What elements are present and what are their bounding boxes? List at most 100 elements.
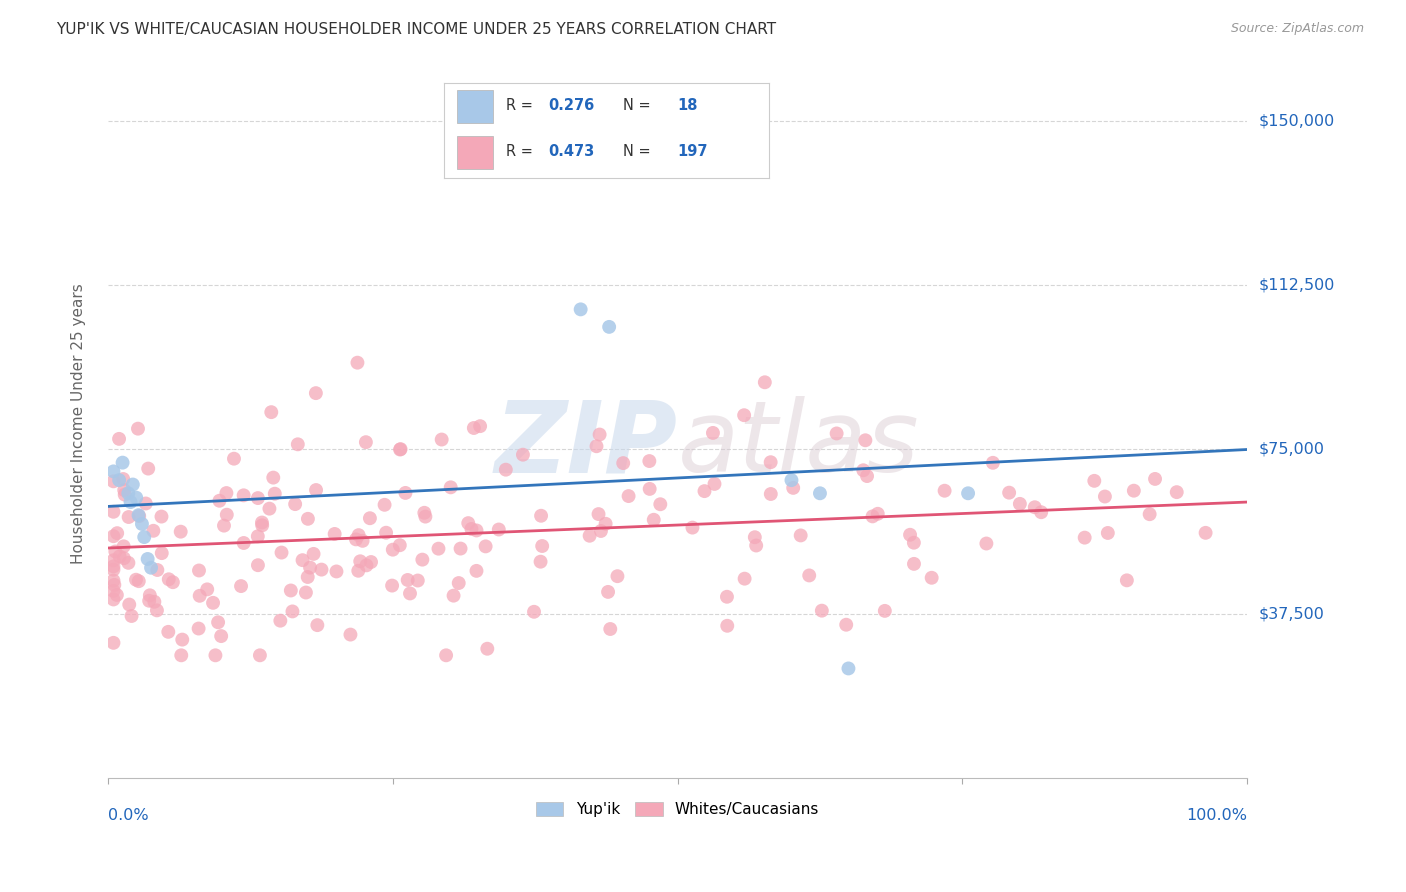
Point [188, 589, 211, 603]
Point [1194, 525, 1216, 540]
Point [430, 433, 453, 447]
Point [354, 435, 377, 450]
Point [374, 498, 396, 512]
Point [703, 476, 725, 491]
Point [998, 485, 1021, 500]
Text: 100.0%: 100.0% [1187, 808, 1247, 823]
Point [295, 585, 318, 599]
Point [360, 555, 382, 569]
Point [136, 461, 159, 475]
Y-axis label: Householder Income Under 25 years: Householder Income Under 25 years [72, 283, 86, 564]
Point [352, 533, 374, 548]
Point [612, 456, 634, 470]
Point [111, 456, 134, 470]
Point [585, 439, 607, 453]
Point [103, 574, 125, 588]
Point [606, 569, 628, 583]
Point [108, 473, 131, 487]
Point [269, 614, 291, 628]
Point [347, 564, 370, 578]
Point [898, 528, 921, 542]
Point [170, 648, 193, 663]
Point [215, 508, 238, 522]
Point [212, 518, 235, 533]
Point [588, 427, 610, 442]
Point [139, 588, 162, 602]
Point [188, 564, 211, 578]
Point [134, 530, 156, 544]
Point [195, 582, 218, 597]
Text: $112,500: $112,500 [1258, 277, 1334, 293]
Point [759, 487, 782, 501]
Point [413, 506, 436, 520]
Point [903, 557, 925, 571]
Point [246, 558, 269, 573]
Point [172, 632, 194, 647]
Point [1008, 497, 1031, 511]
Point [112, 551, 135, 566]
Point [1024, 500, 1046, 515]
Point [381, 542, 404, 557]
Point [262, 470, 284, 484]
Point [638, 454, 661, 468]
Point [595, 516, 617, 531]
Point [291, 553, 314, 567]
Point [693, 484, 716, 499]
Point [170, 524, 193, 539]
Point [103, 464, 125, 478]
Point [934, 483, 956, 498]
Point [976, 536, 998, 550]
Point [121, 609, 143, 624]
Point [311, 563, 333, 577]
Point [589, 524, 612, 538]
Point [135, 496, 157, 510]
Point [250, 516, 273, 530]
Point [488, 523, 510, 537]
Point [103, 592, 125, 607]
Point [112, 483, 135, 497]
Point [745, 539, 768, 553]
Point [447, 576, 470, 591]
Point [468, 419, 491, 434]
Point [150, 546, 173, 560]
Point [108, 549, 131, 564]
Point [209, 629, 232, 643]
Point [232, 488, 254, 502]
Point [103, 563, 125, 577]
Point [389, 442, 412, 457]
Point [146, 603, 169, 617]
Point [128, 509, 150, 524]
Point [157, 572, 180, 586]
Point [1122, 483, 1144, 498]
Point [349, 554, 371, 568]
Point [1166, 485, 1188, 500]
Legend: Yup'ik, Whites/Caucasians: Yup'ik, Whites/Caucasians [530, 797, 825, 823]
Point [281, 604, 304, 618]
Point [120, 495, 142, 509]
Point [150, 509, 173, 524]
Point [450, 541, 472, 556]
Point [799, 568, 821, 582]
Point [305, 483, 328, 497]
Text: 0.0%: 0.0% [108, 808, 149, 823]
Point [578, 529, 600, 543]
Point [716, 590, 738, 604]
Point [598, 319, 620, 334]
Text: $150,000: $150,000 [1258, 113, 1334, 128]
Point [477, 641, 499, 656]
Point [638, 482, 661, 496]
Point [323, 527, 346, 541]
Point [246, 491, 269, 505]
Point [588, 507, 610, 521]
Point [117, 486, 139, 500]
Point [112, 539, 135, 553]
Point [759, 455, 782, 469]
Text: $75,000: $75,000 [1258, 442, 1324, 457]
Point [744, 530, 766, 544]
Point [837, 661, 859, 675]
Point [127, 422, 149, 436]
Text: ZIP: ZIP [495, 396, 678, 493]
Point [523, 605, 546, 619]
Point [852, 463, 875, 477]
Point [128, 508, 150, 523]
